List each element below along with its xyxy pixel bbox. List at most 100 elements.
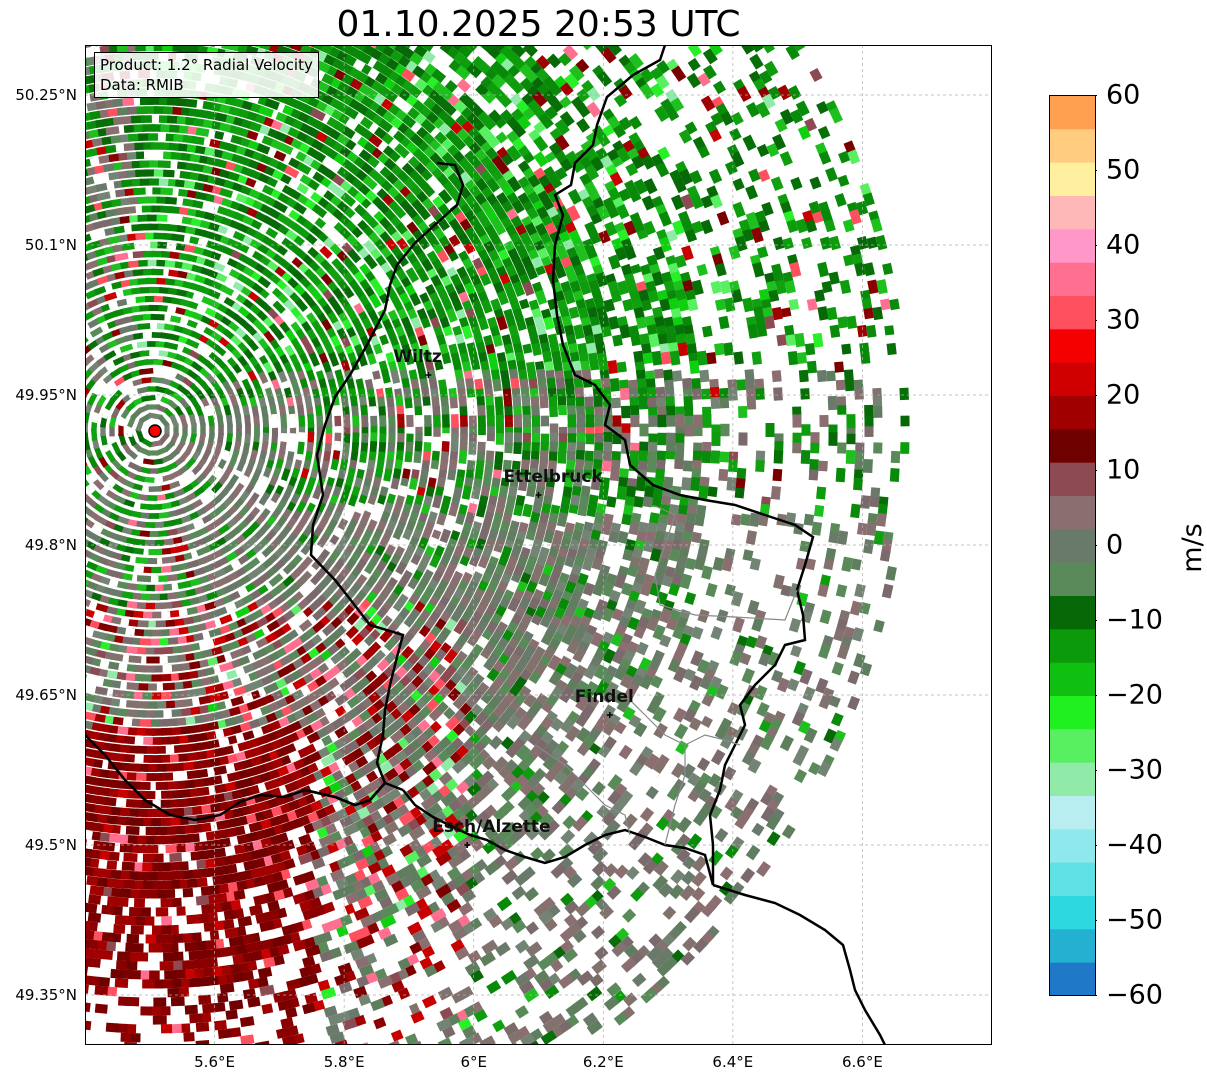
echo-gate xyxy=(140,503,153,511)
echo-gate xyxy=(441,352,452,365)
echo-gate xyxy=(333,405,342,419)
echo-gate xyxy=(639,423,649,437)
echo-gate xyxy=(244,433,251,445)
echo-gate xyxy=(147,844,159,854)
echo-gate xyxy=(122,288,134,297)
echo-gate xyxy=(193,246,206,256)
echo-gate xyxy=(432,494,443,509)
map-title: 01.10.2025 20:53 UTC xyxy=(336,4,741,45)
echo-gate xyxy=(522,503,533,518)
echo-gate xyxy=(160,187,173,196)
echo-gate xyxy=(136,575,152,583)
echo-gate xyxy=(226,414,233,428)
echo-gate xyxy=(557,450,567,464)
radar-map-canvas[interactable] xyxy=(85,45,992,1045)
echo-gate xyxy=(213,344,227,357)
echo-gate xyxy=(219,187,234,199)
echo-gate xyxy=(85,488,91,503)
echo-gate xyxy=(159,287,170,294)
echo-gate xyxy=(495,433,504,445)
echo-gate xyxy=(85,176,95,187)
echo-gate xyxy=(177,580,192,590)
echo-gate xyxy=(102,386,113,399)
echo-gate xyxy=(135,232,149,240)
echo-gate xyxy=(192,200,204,209)
echo-gate xyxy=(492,334,503,348)
echo-gate xyxy=(121,861,135,871)
echo-gate xyxy=(343,433,351,445)
echo-gate xyxy=(606,496,617,508)
echo-gate xyxy=(160,250,173,259)
echo-gate xyxy=(121,242,135,251)
echo-gate xyxy=(176,288,189,298)
echo-gate xyxy=(585,433,595,445)
echo-gate xyxy=(156,446,168,456)
echo-gate xyxy=(382,832,397,847)
echo-gate xyxy=(142,331,155,339)
echo-gate xyxy=(253,894,268,906)
echo-gate xyxy=(513,442,522,455)
echo-gate xyxy=(198,695,211,705)
echo-gate xyxy=(85,802,96,813)
echo-gate xyxy=(390,368,401,384)
echo-gate xyxy=(85,436,91,451)
echo-gate xyxy=(164,278,178,286)
echo-gate xyxy=(162,682,175,691)
echo-gate xyxy=(169,333,182,342)
echo-gate xyxy=(114,580,129,590)
echo-gate xyxy=(85,615,92,627)
echo-gate xyxy=(304,395,313,411)
echo-gate xyxy=(146,277,160,285)
echo-gate xyxy=(388,415,396,427)
echo-gate xyxy=(85,929,95,941)
echo-gate xyxy=(268,573,284,588)
echo-gate xyxy=(147,468,159,474)
echo-gate xyxy=(334,415,342,427)
echo-gate xyxy=(148,486,163,492)
echo-gate xyxy=(415,415,423,427)
echo-gate xyxy=(94,285,107,296)
echo-gate xyxy=(461,485,472,500)
echo-gate xyxy=(609,378,620,392)
echo-gate xyxy=(89,326,104,338)
echo-gate xyxy=(102,586,115,596)
echo-gate xyxy=(185,98,198,108)
echo-gate xyxy=(106,530,120,541)
echo-gate xyxy=(165,844,177,854)
echo-gate xyxy=(236,834,249,845)
echo-gate xyxy=(85,587,94,599)
radar-map[interactable] xyxy=(85,45,992,1045)
echo-gate xyxy=(148,440,163,448)
echo-gate xyxy=(531,342,542,356)
echo-gate xyxy=(612,415,622,427)
echo-gate xyxy=(324,442,332,454)
echo-gate xyxy=(379,415,387,427)
echo-gate xyxy=(143,151,158,159)
echo-gate xyxy=(85,503,94,517)
echo-gate xyxy=(158,415,170,427)
echo-gate xyxy=(155,530,169,538)
echo-gate xyxy=(179,413,189,429)
echo-gate xyxy=(95,182,108,192)
echo-gate xyxy=(159,473,174,483)
echo-gate xyxy=(651,495,663,508)
echo-gate xyxy=(657,432,667,446)
echo-gate xyxy=(298,415,306,427)
echo-gate xyxy=(406,414,414,428)
echo-gate xyxy=(138,259,150,267)
echo-gate xyxy=(145,934,156,944)
echo-gate xyxy=(214,783,227,794)
echo-gate xyxy=(136,385,151,395)
echo-gate xyxy=(307,413,315,429)
echo-gate xyxy=(433,414,441,428)
echo-gate xyxy=(85,756,96,767)
echo-gate xyxy=(137,322,151,330)
echo-gate xyxy=(315,404,323,419)
echo-gate xyxy=(111,588,123,598)
echo-gate xyxy=(340,396,350,410)
echo-gate xyxy=(167,224,180,232)
echo-gate xyxy=(85,462,92,476)
echo-gate xyxy=(342,442,350,454)
echo-gate xyxy=(280,414,288,428)
echo-gate xyxy=(148,548,163,556)
